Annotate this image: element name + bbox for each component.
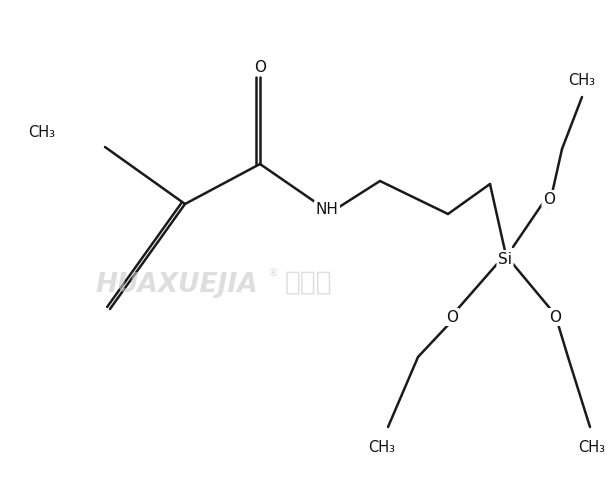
Text: CH₃: CH₃ xyxy=(368,439,395,454)
Text: 化学加: 化学加 xyxy=(285,269,333,295)
Text: NH: NH xyxy=(316,202,338,217)
Text: ®: ® xyxy=(268,267,279,277)
Text: CH₃: CH₃ xyxy=(569,73,595,88)
Text: O: O xyxy=(446,310,458,325)
Text: Si: Si xyxy=(498,252,512,267)
Text: O: O xyxy=(254,60,266,75)
Text: CH₃: CH₃ xyxy=(28,125,55,140)
Text: CH₃: CH₃ xyxy=(578,439,605,454)
Text: O: O xyxy=(549,310,561,325)
Text: O: O xyxy=(543,192,555,207)
Text: HUAXUEJIA: HUAXUEJIA xyxy=(95,271,258,298)
